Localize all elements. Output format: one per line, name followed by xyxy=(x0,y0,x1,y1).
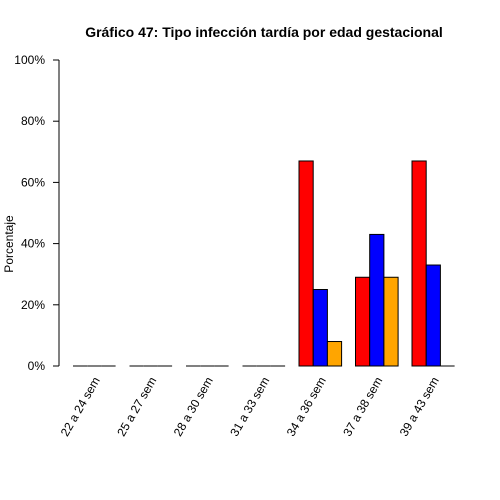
bar xyxy=(312,289,328,367)
x-tick-label: 31 a 33 sem xyxy=(227,375,272,439)
y-axis-label: Porcentaje xyxy=(2,215,16,273)
y-axis-ticks: 0% 20% 40% 60% 80% 100% xyxy=(14,53,59,373)
y-tick-label: 100% xyxy=(14,53,45,67)
chart-title: Gráfico 47: Tipo infección tardía por ed… xyxy=(85,24,443,40)
x-axis-tick-labels: 22 a 24 sem 25 a 27 sem 28 a 30 sem 31 a 33… xyxy=(58,375,442,439)
y-tick-label: 20% xyxy=(21,298,45,312)
bar xyxy=(383,276,399,367)
bar xyxy=(326,341,343,367)
bar xyxy=(298,160,314,367)
x-tick-label: 37 a 38 sem xyxy=(340,375,385,439)
bar xyxy=(369,233,385,367)
bars xyxy=(73,160,455,367)
x-tick-label: 34 a 36 sem xyxy=(284,375,329,439)
bar xyxy=(425,264,441,367)
y-tick-label: 0% xyxy=(28,359,46,373)
x-tick-label: 28 a 30 sem xyxy=(171,375,216,439)
bar xyxy=(355,276,371,367)
x-tick-label: 22 a 24 sem xyxy=(58,375,103,439)
y-tick-label: 60% xyxy=(21,175,45,189)
y-tick-label: 40% xyxy=(21,237,45,251)
x-tick-label: 39 a 43 sem xyxy=(397,375,442,439)
bar xyxy=(411,160,427,367)
x-tick-label: 25 a 27 sem xyxy=(114,375,159,439)
y-tick-label: 80% xyxy=(21,114,45,128)
